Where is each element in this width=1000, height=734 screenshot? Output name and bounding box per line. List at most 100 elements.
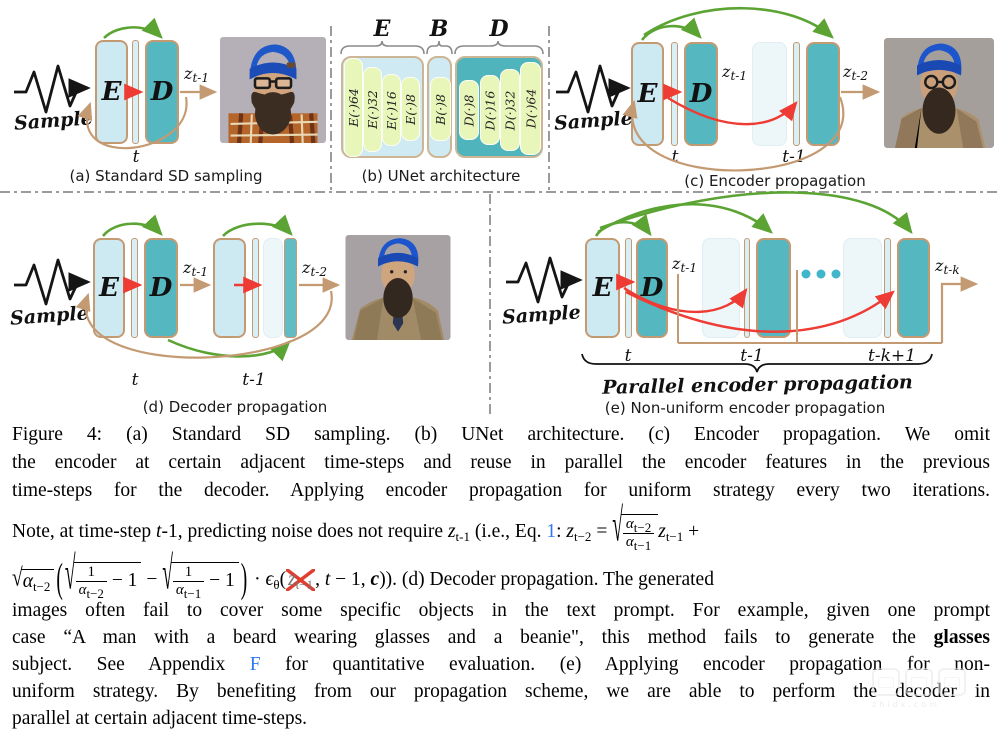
panel-b-braces [340, 40, 544, 55]
decoder-letter: D [689, 79, 713, 109]
green-skip-arrow-2 [222, 214, 293, 237]
sqrt-term: √ 1 αt−2 − 1 [65, 550, 142, 601]
decoder-block-2 [756, 238, 791, 338]
encoder-block: E [631, 42, 664, 146]
z-out-label: zt-1 [184, 64, 209, 85]
unet-bottleneck-letter: B [429, 16, 449, 42]
figure-caption-line-2: the encoder at certain adjacent time-ste… [12, 452, 990, 473]
green-skip-arrow [101, 214, 163, 237]
decoder-letter: D [640, 273, 664, 303]
unet-bar: B(·)8 [430, 77, 451, 141]
ghost-encoder-block [752, 42, 787, 146]
decoder-block: D [145, 40, 179, 144]
photo-man-beanie-round-glasses [884, 38, 994, 148]
red-propagation-arrow [667, 96, 798, 126]
ghost-encoder-block-2 [843, 238, 882, 338]
appendix-link[interactable]: F [249, 654, 261, 675]
ellipsis-dot [816, 269, 826, 279]
green-decoder-propagation-arrow [167, 338, 291, 362]
watermark-domain: zhidx.com [872, 700, 940, 709]
panel-b-caption: (b) UNet architecture [361, 167, 521, 185]
watermark-logo-box [872, 668, 900, 696]
panel-e: E D t t-1 t-k+1 zt-1 zt-k Sample [490, 191, 1000, 418]
panel-a-caption: (a) Standard SD sampling [69, 167, 263, 185]
unet-bar: D(·)16 [480, 75, 500, 145]
figure-caption-line-4: Note, at time-step t-1, predicting noise… [12, 502, 700, 554]
green-skip-arrow [103, 17, 163, 39]
panel-a: E D t zt-1 Sample [0, 0, 332, 192]
sample-squiggle-icon [556, 64, 631, 114]
z-out-label: zt-2 [302, 258, 327, 279]
decoder-block: D [144, 238, 178, 338]
tan-loop-arrow [622, 96, 845, 172]
partial-decoder-bar [284, 238, 297, 338]
panel-c-arrows [556, 6, 881, 172]
green-skip-arrow-long [643, 6, 834, 39]
ellipsis-dot [801, 269, 811, 279]
t1-label: t-1 [740, 346, 764, 366]
unet-bar: D(·)32 [500, 69, 520, 151]
unet-decoder-letter: D [489, 16, 509, 42]
t1-label: t-1 [782, 147, 806, 167]
panel-e-caption: (e) Non-uniform encoder propagation [604, 399, 886, 417]
timestep-bar [793, 42, 800, 146]
sample-squiggle-icon [506, 256, 583, 304]
watermark-logo-box [938, 668, 966, 696]
panel-d-caption: (d) Decoder propagation [142, 398, 328, 416]
unet-bar: E(·)16 [382, 74, 401, 146]
decoder-letter: D [149, 273, 173, 303]
t-label: t [132, 147, 140, 167]
sample-squiggle-icon [14, 258, 91, 306]
timestep-bar [884, 238, 891, 338]
panel-c-caption: (c) Encoder propagation [684, 172, 866, 190]
decoder-letter: D [150, 77, 174, 107]
t-label: t [671, 147, 679, 167]
ellipsis-dot [831, 269, 841, 279]
panel-d-arrows [14, 214, 341, 362]
divider-vertical-d-e [489, 194, 491, 416]
z-out-label: zt-k [935, 256, 960, 277]
panel-d: E D t t-1 zt-1 zt-2 Sample [0, 192, 490, 418]
figure-caption-line-1: Figure 4: (a) Standard SD sampling. (b) … [12, 424, 990, 445]
figure-caption-line-5: √αt−2(√ 1 αt−2 − 1 − √ 1 αt−1 − 1) · ϵθ(zt−1… [12, 550, 714, 602]
figure-caption-line-9: uniform strategy. By benefiting from our… [12, 681, 990, 702]
tan-loop-arrow [75, 290, 333, 359]
encoder-letter: E [637, 79, 658, 109]
encoder-block: E [585, 238, 620, 338]
green-skip-arrow-3 [599, 191, 913, 235]
t1-label: t-1 [242, 370, 266, 390]
z-mid-label: zt-1 [183, 258, 208, 279]
z-mid-label: zt-1 [672, 254, 697, 275]
t-label: t [624, 346, 632, 366]
tan-loop-arrow [77, 96, 188, 150]
z-out-label: zt-2 [843, 62, 868, 83]
unet-bar: D(·)8 [459, 80, 479, 140]
green-skip-arrow-2 [597, 203, 773, 234]
decoder-block: D [684, 42, 718, 146]
divider-horizontal [0, 191, 1000, 193]
encoder-letter: E [101, 77, 122, 107]
figure-caption-line-8: subject. See Appendix F for quantitative… [12, 654, 991, 675]
sample-squiggle-icon [14, 64, 91, 114]
z-mid-label: zt-1 [722, 62, 747, 83]
encoder-block: E [95, 40, 128, 144]
eq-link[interactable]: 1 [546, 521, 557, 543]
unet-bar: D(·)64 [520, 62, 541, 155]
panel-b: E B D E(·)64 E(·)32 E(·)16 E(·)8 B(·)8 D… [332, 0, 550, 192]
ghost-encoder-block [702, 238, 740, 338]
sqrt-term: √αt−2 [12, 565, 55, 593]
tan-output-arrow [940, 276, 979, 343]
figure-caption-line-3: time-steps for the decoder. Applying enc… [12, 480, 990, 501]
green-skip-arrow [640, 17, 702, 41]
photo-man-beanie-glasses [220, 37, 326, 144]
encoder-letter: E [592, 273, 613, 303]
t-label: t [131, 370, 139, 390]
decoder-block [806, 42, 840, 146]
figure-caption-line-7: case “A man with a beard wearing glasses… [12, 627, 990, 648]
encoder-letter: E [99, 273, 119, 303]
watermark: zhidx.com [872, 668, 996, 709]
ghost-decoder-block [263, 238, 283, 338]
panel-c: E D t t-1 zt-1 zt-2 Sample [550, 0, 1000, 192]
tk-label: t-k+1 [868, 346, 916, 366]
